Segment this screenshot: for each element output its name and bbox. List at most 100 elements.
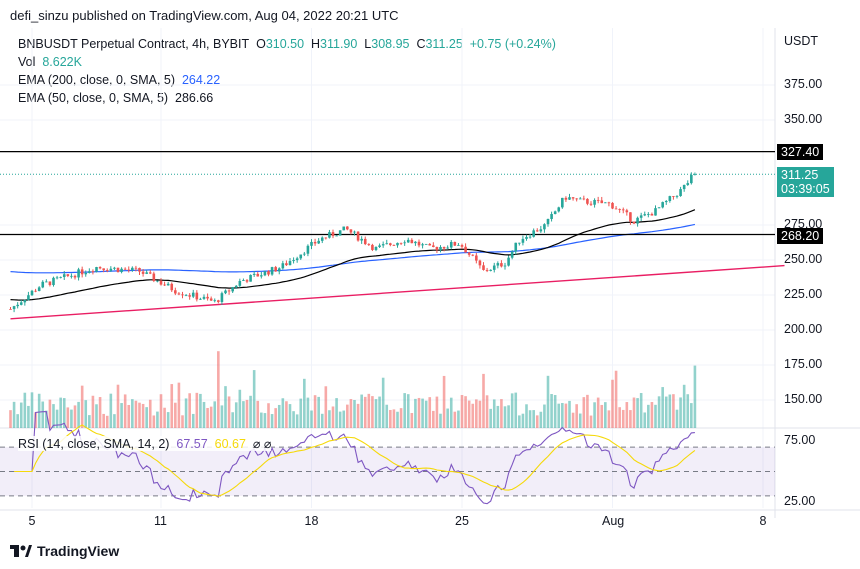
- candle-body: [238, 280, 242, 286]
- candle-body: [199, 298, 202, 300]
- candle-body: [224, 290, 227, 294]
- candle-body: [145, 272, 148, 274]
- candle-body: [453, 241, 457, 246]
- volume-bar: [435, 396, 439, 428]
- candle-body: [482, 265, 485, 270]
- candle-body: [521, 238, 525, 243]
- volume-bar: [500, 399, 503, 428]
- volume-bar: [338, 411, 342, 428]
- candle-body: [475, 255, 478, 261]
- volume-bar: [88, 415, 91, 428]
- candle-body: [410, 239, 414, 244]
- volume-bar: [335, 398, 338, 428]
- volume-bar: [543, 404, 546, 428]
- ema200-value: 264.22: [181, 73, 221, 87]
- candle-body: [181, 294, 184, 296]
- candle-body: [105, 270, 109, 271]
- candle-body: [19, 302, 23, 305]
- volume-bar: [607, 410, 611, 428]
- volume-bar: [80, 385, 84, 428]
- volume-bar: [109, 393, 113, 428]
- bar-countdown: 03:39:05: [781, 182, 830, 196]
- candle-body: [417, 241, 421, 246]
- volume-bar: [59, 397, 62, 428]
- candle-body: [586, 198, 589, 204]
- volume-bar: [152, 415, 156, 428]
- candle-body: [9, 309, 12, 310]
- volume-bar: [27, 405, 30, 428]
- candle-body: [270, 267, 274, 275]
- candle-body: [260, 275, 263, 277]
- candle-body: [245, 280, 249, 282]
- candle-body: [589, 203, 593, 205]
- candle-body: [281, 263, 285, 269]
- volume-bar: [367, 393, 371, 428]
- volume-bar: [356, 403, 360, 428]
- symbol-title[interactable]: BNBUSDT Perpetual Contract, 4h, BYBIT: [18, 37, 250, 51]
- date-tick: 25: [455, 514, 469, 528]
- candle-body: [686, 183, 690, 185]
- volume-bar: [174, 402, 177, 428]
- rsi-legend[interactable]: RSI (14, close, SMA, 14, 2) 67.57 60.67 …: [18, 436, 272, 451]
- volume-bar: [686, 394, 690, 428]
- candle-body: [535, 230, 539, 232]
- volume-bar: [52, 404, 55, 428]
- candle-body: [77, 269, 80, 278]
- volume-bar: [564, 403, 568, 428]
- volume-bar: [127, 404, 131, 428]
- volume-bar: [113, 414, 116, 428]
- volume-bar: [457, 410, 460, 428]
- volume-bar: [586, 394, 589, 428]
- candle-body: [632, 221, 636, 224]
- volume-bar: [166, 412, 170, 428]
- volume-bar: [675, 409, 679, 428]
- volume-bar: [363, 396, 367, 428]
- volume-bar: [181, 415, 184, 428]
- candle-body: [578, 198, 582, 200]
- publisher-line: defi_sinzu published on TradingView.com,…: [10, 8, 399, 23]
- ema200-legend[interactable]: EMA (200, close, 0, SMA, 5) 264.22: [18, 73, 220, 87]
- candle-body: [48, 281, 52, 286]
- volume-bar: [403, 393, 406, 428]
- vol-label: Vol: [18, 55, 36, 69]
- volume-bar: [163, 407, 166, 428]
- candle-body: [52, 277, 55, 286]
- candle-body: [672, 196, 675, 197]
- candle-body: [252, 273, 256, 275]
- candle-body: [600, 200, 604, 204]
- volume-bar: [23, 392, 27, 428]
- candle-body: [539, 229, 543, 232]
- candle-body: [618, 209, 621, 210]
- price-tick: 375.00: [784, 77, 823, 91]
- candle-body: [37, 287, 41, 292]
- tradingview-logo[interactable]: TradingView: [10, 543, 119, 559]
- candle-body: [191, 292, 195, 297]
- candle-body: [485, 269, 489, 271]
- close-value: 311.25: [425, 37, 463, 51]
- high-label: H: [311, 37, 321, 51]
- ema50-line: [10, 209, 696, 301]
- candle-body: [55, 277, 59, 279]
- volume-bar: [191, 413, 195, 428]
- candle-body: [70, 275, 73, 277]
- candle-body: [306, 245, 310, 254]
- volume-bar: [188, 393, 191, 428]
- volume-bar: [414, 398, 417, 428]
- volume-bar: [518, 415, 521, 428]
- volume-bar: [596, 397, 600, 428]
- volume-bar: [496, 405, 500, 428]
- volume-bar: [385, 404, 389, 428]
- volume-legend[interactable]: Vol 8.622K: [18, 55, 82, 69]
- price-chart[interactable]: [0, 28, 860, 538]
- volume-bar: [682, 384, 686, 428]
- candle-body: [414, 241, 417, 244]
- volume-bar: [324, 386, 328, 428]
- date-tick: 18: [304, 514, 319, 528]
- high-value: 311.90: [320, 37, 358, 51]
- candle-body: [320, 237, 324, 241]
- rsi-tick: 25.00: [784, 494, 816, 508]
- volume-bar: [55, 409, 59, 428]
- ema50-legend[interactable]: EMA (50, close, 0, SMA, 5) 286.66: [18, 91, 213, 105]
- volume-bar: [389, 409, 392, 428]
- candle-body: [62, 274, 66, 277]
